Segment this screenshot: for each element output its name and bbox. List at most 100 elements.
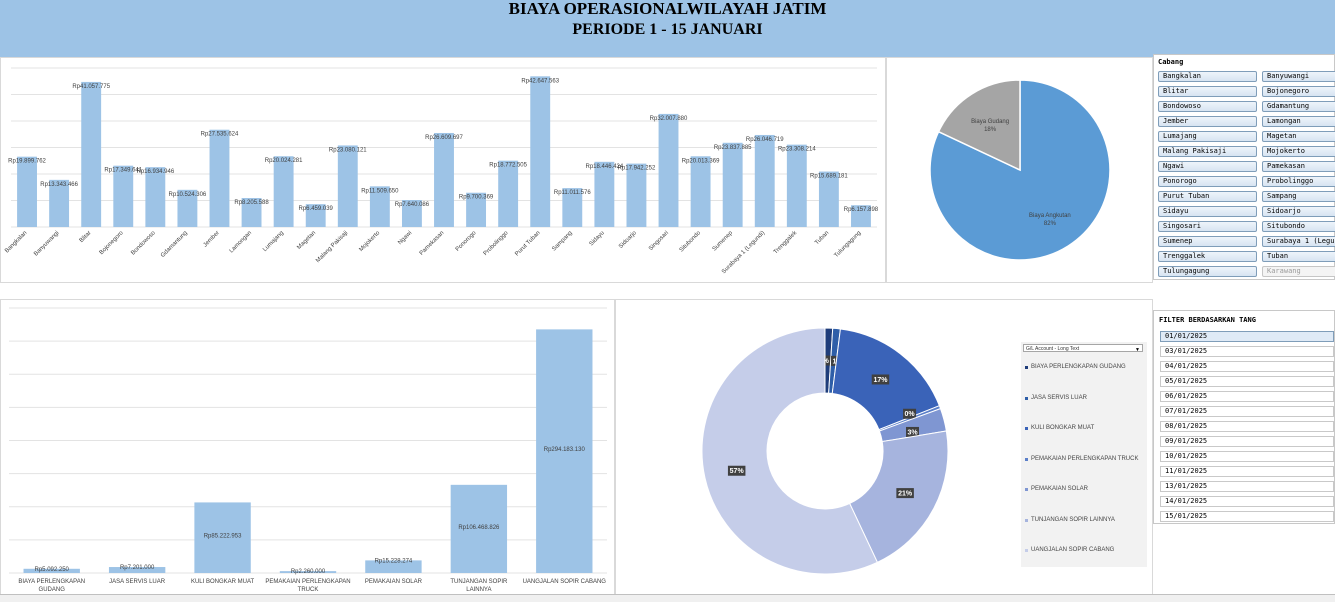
doughnut-slice[interactable]: [701, 327, 879, 575]
bar[interactable]: [241, 198, 262, 227]
bar[interactable]: [450, 484, 508, 573]
slicer-item-cabang[interactable]: Sidoarjo: [1262, 206, 1335, 217]
slicer-item-cabang[interactable]: Trenggalek: [1158, 251, 1257, 262]
slicer-item-tanggal[interactable]: 13/01/2025: [1160, 481, 1334, 492]
slicer-item-cabang[interactable]: Karawang: [1262, 266, 1335, 277]
slicer-item-tanggal[interactable]: 03/01/2025: [1160, 346, 1334, 357]
data-label: 21%: [898, 491, 913, 498]
slicer-item-cabang[interactable]: Jember: [1158, 116, 1257, 127]
data-label: Rp19.899.762: [8, 159, 46, 165]
bar[interactable]: [498, 160, 519, 227]
slicer-item-tanggal[interactable]: 09/01/2025: [1160, 436, 1334, 447]
slicer-item-cabang[interactable]: Lamongan: [1262, 116, 1335, 127]
bar[interactable]: [194, 502, 251, 573]
bar[interactable]: [108, 567, 166, 573]
bar[interactable]: [305, 204, 326, 227]
bar[interactable]: [401, 200, 422, 227]
legend-item[interactable]: PEMAKAIAN PERLENGKAPAN TRUCK: [1025, 456, 1138, 462]
slicer-item-cabang[interactable]: Purut Tuban: [1158, 191, 1257, 202]
slicer-item-cabang[interactable]: Sampang: [1262, 191, 1335, 202]
bar[interactable]: [818, 171, 839, 227]
bar[interactable]: [145, 167, 166, 227]
slicer-item-cabang[interactable]: Ponorogo: [1158, 176, 1257, 187]
slicer-item-cabang[interactable]: Sidayu: [1158, 206, 1257, 217]
bar[interactable]: [690, 156, 711, 227]
slicer-item-tanggal[interactable]: 14/01/2025: [1160, 496, 1334, 507]
slicer-item-cabang[interactable]: Malang Pakisaji: [1158, 146, 1257, 157]
data-label: Rp11.509.650: [361, 188, 399, 194]
bar[interactable]: [722, 142, 743, 227]
legend-item[interactable]: KULI BONGKAR MUAT: [1025, 425, 1094, 431]
legend-item[interactable]: TUNJANGAN SOPIR LAINNYA: [1025, 517, 1115, 523]
cost-type-pie-chart: Biaya Angkutan 82% Biaya Gudang 18%: [929, 79, 1111, 261]
bar[interactable]: [17, 156, 37, 227]
bar[interactable]: [434, 132, 454, 227]
category-label: Sidoarjo: [618, 230, 638, 250]
slicer-item-cabang[interactable]: Ngawi: [1158, 161, 1257, 172]
bar[interactable]: [530, 76, 551, 227]
slicer-item-cabang[interactable]: Pamekasan: [1262, 161, 1335, 172]
category-label: Malang Pakisaji: [315, 230, 349, 264]
slicer-item-tanggal[interactable]: 06/01/2025: [1160, 391, 1334, 402]
bar[interactable]: [786, 144, 807, 227]
bar[interactable]: [754, 134, 775, 227]
bar[interactable]: [81, 81, 102, 227]
legend-item[interactable]: PEMAKAIAN SOLAR: [1025, 486, 1088, 492]
slicer-item-tanggal[interactable]: 04/01/2025: [1160, 361, 1334, 372]
bar[interactable]: [594, 161, 615, 227]
slicer-item-tanggal[interactable]: 10/01/2025: [1160, 451, 1334, 462]
branch-cost-chart-panel[interactable]: Rp19.899.762 Bangkalan Rp13.343.466 Banyuwa…: [0, 57, 886, 283]
bar[interactable]: [113, 165, 134, 227]
bar[interactable]: [466, 192, 487, 227]
slicer-item-cabang[interactable]: Bondowoso: [1158, 101, 1257, 112]
bar[interactable]: [49, 179, 70, 227]
slicer-item-cabang[interactable]: Situbondo: [1262, 221, 1335, 232]
slicer-item-cabang[interactable]: Banyuwangi: [1262, 71, 1335, 82]
slicer-item-cabang[interactable]: Bojonegoro: [1262, 86, 1335, 97]
category-label: Bondowoso: [130, 230, 157, 257]
bar[interactable]: [562, 188, 583, 227]
slicer-item-tanggal[interactable]: 05/01/2025: [1160, 376, 1334, 387]
slicer-item-cabang[interactable]: Blitar: [1158, 86, 1257, 97]
account-cost-chart-panel[interactable]: Rp5.092.250 BIAYA PERLENGKAPAN GUDANG Rp7.2…: [0, 299, 615, 595]
slicer-item-cabang[interactable]: Singosari: [1158, 221, 1257, 232]
bar[interactable]: [279, 571, 337, 573]
bar[interactable]: [851, 205, 871, 227]
category-label: Tuban: [814, 230, 830, 246]
slicer-item-cabang[interactable]: Gdamantung: [1262, 101, 1335, 112]
data-label: Rp17.942.252: [618, 166, 656, 172]
category-label-line2: TRUCK: [298, 587, 319, 593]
legend-item[interactable]: JASA SERVIS LUAR: [1025, 395, 1087, 401]
slicer-item-cabang[interactable]: Magetan: [1262, 131, 1335, 142]
pie-slice[interactable]: [937, 79, 1021, 172]
sheet-tab-bar[interactable]: [0, 594, 1335, 602]
legend-swatch: [1025, 396, 1028, 400]
cost-type-pie-panel[interactable]: Biaya Angkutan 82% Biaya Gudang 18%: [886, 57, 1153, 283]
slicer-item-cabang[interactable]: Tuban: [1262, 251, 1335, 262]
slicer-item-tanggal[interactable]: 11/01/2025: [1160, 466, 1334, 477]
bar[interactable]: [658, 113, 679, 227]
slicer-item-tanggal[interactable]: 01/01/2025: [1160, 331, 1334, 342]
slicer-item-cabang[interactable]: Surabaya 1 (Legundi): [1262, 236, 1335, 247]
legend-item[interactable]: UANGJALAN SOPIR CABANG: [1025, 547, 1114, 553]
bar[interactable]: [273, 156, 294, 227]
slicer-item-cabang[interactable]: Sumenep: [1158, 236, 1257, 247]
bar[interactable]: [177, 189, 198, 227]
slicer-item-tanggal[interactable]: 15/01/2025: [1160, 511, 1334, 522]
legend-item[interactable]: BIAYA PERLENGKAPAN GUDANG: [1025, 364, 1126, 370]
bar[interactable]: [626, 163, 647, 227]
slicer-item-cabang[interactable]: Mojokerto: [1262, 146, 1335, 157]
slicer-item-tanggal[interactable]: 08/01/2025: [1160, 421, 1334, 432]
slicer-item-tanggal[interactable]: 07/01/2025: [1160, 406, 1334, 417]
slicer-item-cabang[interactable]: Probolinggo: [1262, 176, 1335, 187]
slicer-item-cabang[interactable]: Tulungagung: [1158, 266, 1257, 277]
bar[interactable]: [337, 145, 358, 227]
bar[interactable]: [23, 568, 80, 573]
slicer-item-cabang[interactable]: Lumajang: [1158, 131, 1257, 142]
slicer-item-cabang[interactable]: Bangkalan: [1158, 71, 1257, 82]
bar[interactable]: [369, 186, 390, 227]
bar[interactable]: [209, 129, 230, 227]
bar[interactable]: [365, 560, 422, 573]
bar[interactable]: [536, 329, 593, 573]
legend-field-dropdown[interactable]: G/L Account - Long Text ▼: [1023, 344, 1143, 353]
